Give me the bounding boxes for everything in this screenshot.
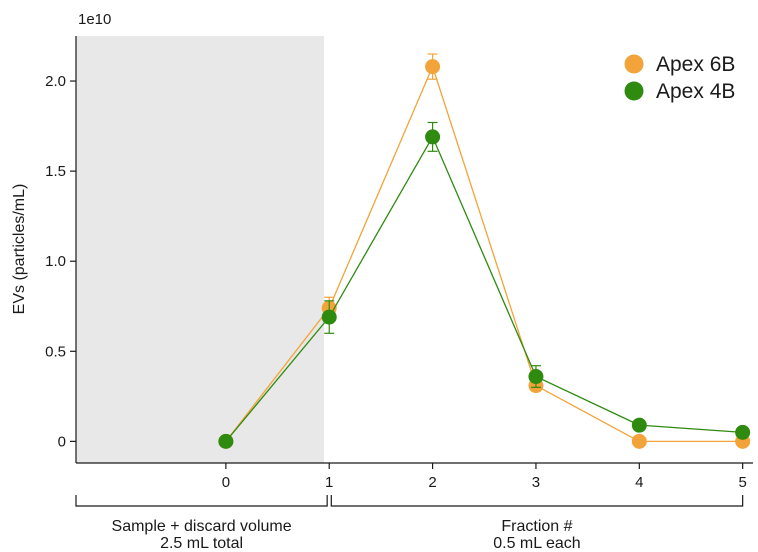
legend-label: Apex 4B	[656, 80, 735, 103]
legend-label: Apex 6B	[656, 53, 735, 76]
data-point	[322, 310, 337, 325]
bracket-sublabel: 0.5 mL each	[493, 535, 580, 552]
bracket	[76, 495, 327, 506]
data-point	[632, 418, 647, 433]
bracket-sublabel: 2.5 mL total	[160, 535, 243, 552]
bracket-label: Fraction #	[501, 518, 572, 535]
x-tick-label: 1	[325, 474, 333, 491]
x-tick-label: 5	[738, 474, 746, 491]
data-point	[218, 434, 233, 449]
data-point	[735, 425, 750, 440]
shaded-region	[76, 36, 324, 463]
legend-marker	[625, 55, 644, 74]
y-axis-label: EVs (particles/mL)	[11, 184, 28, 315]
y-tick-label: 1.0	[45, 253, 66, 270]
bracket	[331, 495, 742, 506]
data-point	[425, 59, 440, 74]
y-tick-label: 1.5	[45, 163, 66, 180]
y-exponent-label: 1e10	[78, 11, 111, 28]
y-tick-label: 0.5	[45, 343, 66, 360]
x-tick-label: 0	[222, 474, 230, 491]
data-point	[528, 369, 543, 384]
legend: Apex 6B Apex 4B	[625, 53, 736, 103]
y-tick-label: 0	[58, 433, 66, 450]
data-point	[632, 434, 647, 449]
legend-marker	[625, 82, 644, 101]
x-tick-label: 4	[635, 474, 643, 491]
bracket-label: Sample + discard volume	[112, 518, 292, 535]
y-tick-label: 2.0	[45, 73, 66, 90]
x-tick-label: 2	[428, 474, 436, 491]
data-point	[425, 129, 440, 144]
x-tick-label: 3	[532, 474, 540, 491]
